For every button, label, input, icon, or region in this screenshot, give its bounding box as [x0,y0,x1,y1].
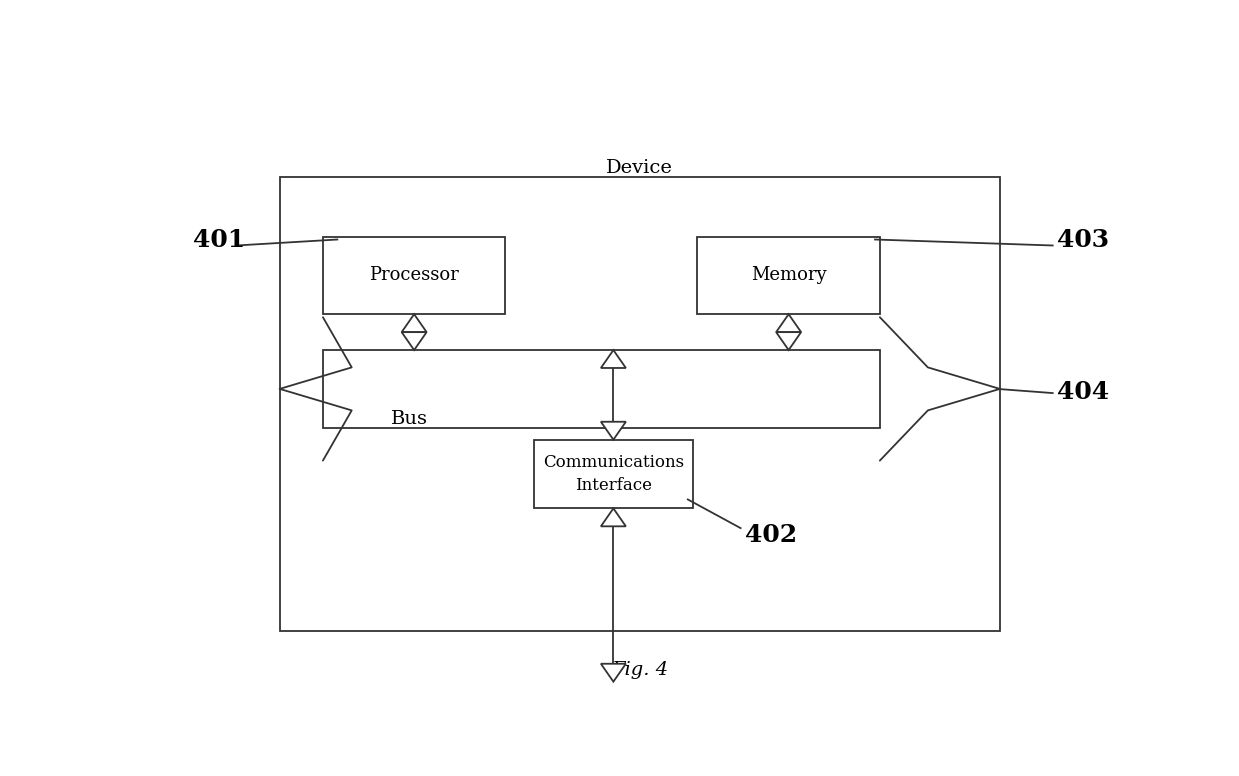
Polygon shape [776,332,802,350]
Polygon shape [601,422,626,440]
Polygon shape [401,332,426,350]
Bar [698,237,880,314]
Text: 401: 401 [193,227,245,251]
Bar [534,440,693,508]
Text: 402: 402 [746,523,798,547]
Text: Fig. 4: Fig. 4 [611,660,668,679]
Text: Memory: Memory [751,266,826,284]
Text: Communications
Interface: Communications Interface [543,454,684,494]
Text: Processor: Processor [369,266,458,284]
Polygon shape [601,508,626,526]
Polygon shape [401,314,426,332]
Text: Bus: Bus [390,410,427,428]
Polygon shape [601,663,626,681]
Text: Device: Device [606,159,673,177]
Bar [323,350,880,428]
Text: 404: 404 [1057,380,1110,404]
Polygon shape [776,314,802,332]
Bar [280,177,1000,631]
Text: 403: 403 [1057,227,1110,251]
Polygon shape [601,350,626,368]
Bar [323,237,506,314]
